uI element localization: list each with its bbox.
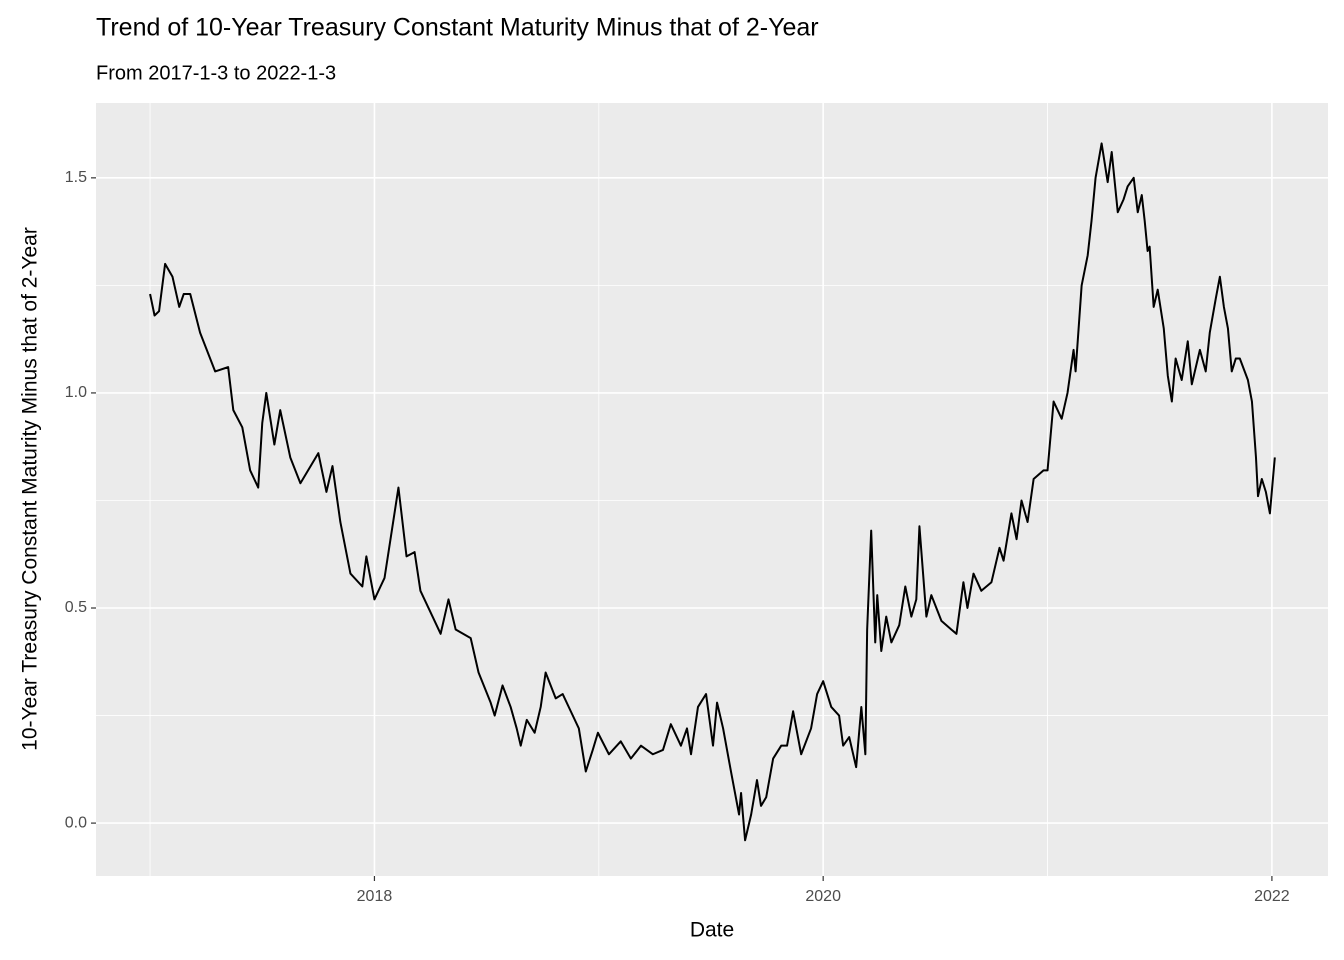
y-tick-label: 1.0: [65, 384, 87, 401]
y-tick-label: 0.0: [65, 814, 87, 831]
panel: [96, 103, 1328, 876]
chart-subtitle: From 2017-1-3 to 2022-1-3: [96, 62, 336, 84]
y-tick-label: 0.5: [65, 599, 87, 616]
series-line: [149, 142, 1276, 842]
marks: [149, 142, 1276, 842]
y-tick-label: 1.5: [65, 169, 87, 186]
x-axis-title: Date: [690, 919, 734, 942]
x-tick-label: 2018: [357, 888, 393, 905]
x-tick-label: 2022: [1254, 888, 1290, 905]
x-tick-label: 2020: [805, 888, 841, 905]
y-axis-title: 10-Year Treasury Constant Maturity Minus…: [19, 227, 42, 751]
chart-title: Trend of 10-Year Treasury Constant Matur…: [96, 14, 819, 42]
